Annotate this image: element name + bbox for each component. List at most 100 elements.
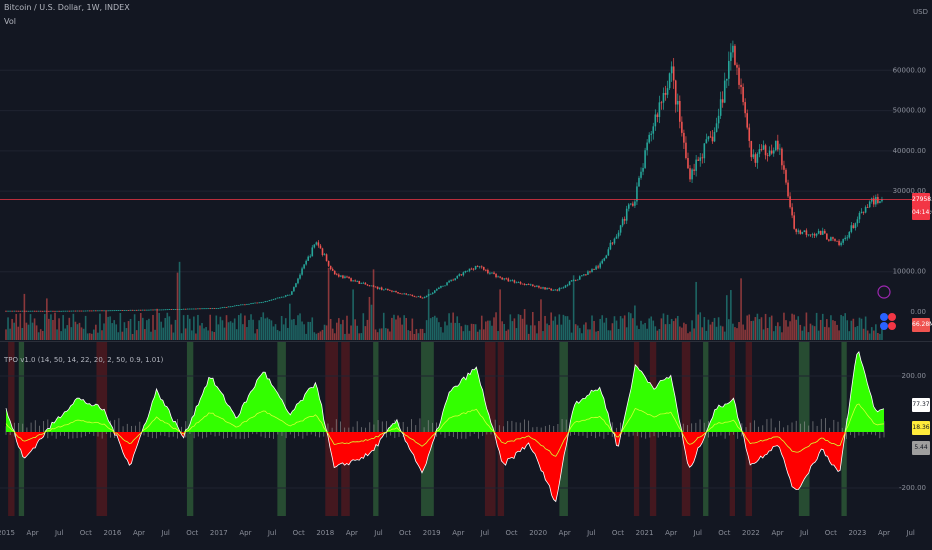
volume-bar — [227, 322, 230, 340]
volume-bar — [803, 326, 806, 340]
volume-bar — [566, 316, 569, 340]
candle-body — [103, 310, 105, 312]
candle-body — [770, 150, 773, 154]
candle-body — [511, 280, 514, 282]
volume-bar — [589, 329, 591, 340]
candle-body — [78, 310, 81, 312]
sell-zone — [497, 342, 505, 516]
sell-zone — [325, 342, 339, 516]
event-marker-icon[interactable] — [888, 313, 896, 321]
candle-body — [150, 309, 152, 311]
volume-bar — [705, 330, 708, 340]
volume-bar — [821, 313, 824, 340]
volume-bar — [795, 319, 797, 340]
candle-body — [303, 264, 305, 269]
volume-bar — [219, 316, 222, 340]
candle-body — [821, 230, 824, 235]
volume-bar — [548, 325, 550, 340]
candle-body — [352, 280, 354, 282]
volume-bar — [744, 329, 746, 340]
volume-bar — [301, 321, 303, 340]
candle-body — [123, 310, 126, 311]
volume-label[interactable]: Vol — [4, 17, 16, 26]
volume-bar — [605, 317, 608, 340]
candle-body — [86, 310, 89, 312]
volume-bar — [436, 317, 438, 340]
candle-body — [813, 234, 816, 236]
time-tick-label: Oct — [505, 529, 517, 537]
candle-body — [184, 308, 187, 310]
candle-body — [90, 310, 93, 312]
volume-bar — [207, 330, 209, 340]
event-markers[interactable] — [877, 285, 896, 330]
volume-bar — [254, 333, 256, 340]
candle-body — [266, 300, 269, 302]
candle-body — [495, 274, 497, 278]
candle-body — [623, 219, 626, 221]
candle-body — [115, 310, 118, 311]
candle-body — [293, 287, 295, 292]
candle-body — [213, 308, 216, 309]
volume-bar — [728, 319, 730, 340]
candle-body — [264, 301, 267, 303]
volume-bar — [427, 289, 430, 340]
candle-body — [205, 308, 207, 310]
candle-body — [278, 297, 281, 299]
volume-bar — [113, 320, 116, 340]
price-candles — [5, 40, 883, 312]
candle-body — [221, 307, 224, 309]
candle-body — [591, 269, 593, 273]
volume-bar — [503, 324, 506, 340]
volume-bar — [286, 327, 289, 340]
candle-body — [350, 278, 352, 282]
volume-bar — [501, 321, 503, 340]
volume-bar — [152, 314, 154, 340]
volume-bar — [856, 326, 859, 340]
volume-bar — [454, 322, 457, 340]
symbol-title[interactable]: Bitcoin / U.S. Dollar, 1W, INDEX — [4, 3, 130, 12]
indicator-label[interactable]: TPO v1.0 (14, 50, 14, 22, 20, 2, 50, 0.9… — [4, 356, 164, 364]
volume-bar — [331, 328, 334, 340]
volume-bar — [536, 333, 538, 340]
candle-body — [589, 271, 591, 273]
event-marker-icon[interactable] — [880, 322, 888, 330]
candle-body — [84, 310, 87, 312]
volume-bar — [858, 317, 861, 340]
candle-body — [217, 308, 220, 309]
candle-body — [219, 307, 222, 309]
candle-body — [689, 168, 691, 180]
candle-body — [872, 198, 875, 205]
event-marker-icon[interactable] — [877, 285, 891, 299]
time-tick-label: Oct — [80, 529, 92, 537]
candle-body — [732, 45, 734, 53]
volume-bar — [215, 315, 218, 340]
volume-bar — [527, 333, 530, 340]
volume-bar — [178, 261, 181, 340]
candle-body — [448, 280, 450, 283]
volume-bar — [517, 314, 520, 340]
event-marker-icon[interactable] — [880, 313, 888, 321]
volume-bar — [777, 322, 779, 340]
candle-body — [80, 310, 83, 312]
candle-body — [799, 230, 802, 234]
candle-body — [566, 284, 569, 286]
candle-body — [101, 310, 103, 312]
volume-bar — [80, 327, 83, 340]
volume-bar — [129, 318, 132, 340]
candle-body — [62, 310, 64, 312]
volume-bar — [868, 333, 871, 340]
candle-body — [440, 285, 442, 288]
candle-body — [654, 114, 657, 127]
volume-bar — [832, 320, 834, 340]
time-tick-label: 2016 — [104, 529, 122, 537]
volume-bar — [721, 326, 724, 340]
volume-bar — [237, 315, 240, 340]
event-marker-icon[interactable] — [888, 322, 896, 330]
candle-body — [858, 212, 861, 220]
candle-body — [252, 303, 254, 304]
volume-bar — [458, 323, 461, 340]
volume-bar — [834, 321, 836, 340]
volume-bar — [842, 316, 844, 340]
candle-body — [411, 294, 414, 297]
candle-body — [877, 197, 879, 203]
